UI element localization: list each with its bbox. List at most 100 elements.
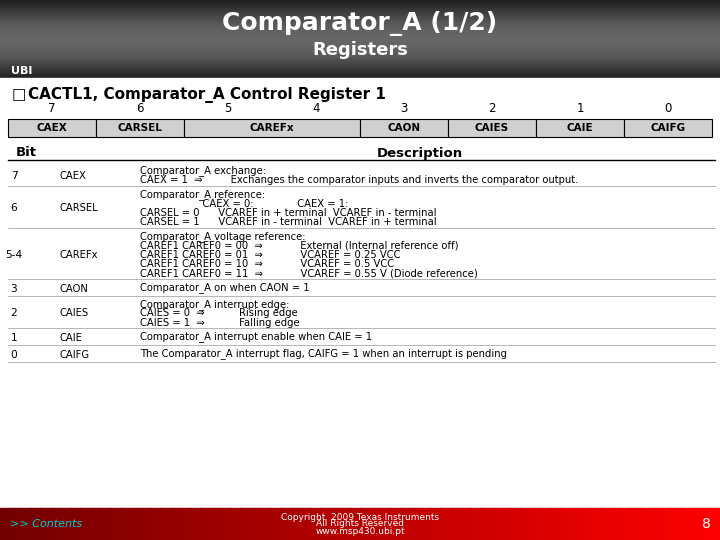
Bar: [0, 35, 720, 36]
Bar: [280, 508, 291, 540]
Bar: [0, 0, 720, 1]
Bar: [360, 119, 448, 137]
Bar: [490, 508, 501, 540]
Bar: [0, 59, 720, 60]
Bar: [448, 119, 536, 137]
Bar: [0, 43, 720, 44]
Text: CAIES = 0  ⇒           Rising edge: CAIES = 0 ⇒ Rising edge: [140, 308, 298, 319]
Bar: [0, 48, 720, 50]
Text: Comparator_A exchange:: Comparator_A exchange:: [140, 166, 266, 177]
Bar: [470, 508, 481, 540]
Bar: [40, 508, 51, 540]
Bar: [0, 6, 720, 8]
Bar: [0, 19, 720, 21]
Bar: [340, 508, 351, 540]
Text: CAIE: CAIE: [567, 123, 593, 133]
Text: All Rights Reserved: All Rights Reserved: [316, 519, 404, 529]
Bar: [0, 50, 720, 52]
Bar: [0, 8, 720, 10]
Bar: [0, 39, 720, 41]
Text: 1: 1: [576, 102, 584, 114]
Text: 0: 0: [665, 102, 672, 114]
Text: CAREF1 CAREF0 = 11  ⇒            VCAREF = 0.55 V (Diode reference): CAREF1 CAREF0 = 11 ⇒ VCAREF = 0.55 V (Di…: [140, 268, 478, 278]
Bar: [480, 508, 491, 540]
Bar: [430, 508, 441, 540]
Bar: [0, 78, 720, 508]
Bar: [0, 76, 720, 77]
Bar: [0, 72, 720, 73]
Bar: [0, 30, 720, 31]
Bar: [0, 8, 720, 9]
Bar: [550, 508, 561, 540]
Bar: [8, 119, 96, 137]
Bar: [0, 20, 720, 22]
Bar: [0, 67, 720, 68]
Bar: [700, 508, 711, 540]
Bar: [0, 3, 720, 5]
Bar: [390, 508, 401, 540]
Text: CARSEL = 0      VCAREF in + terminal  VCAREF in - terminal: CARSEL = 0 VCAREF in + terminal VCAREF i…: [140, 208, 436, 218]
Text: 4: 4: [312, 102, 320, 114]
Bar: [300, 508, 311, 540]
Bar: [0, 73, 720, 75]
Bar: [600, 508, 611, 540]
Bar: [0, 18, 720, 19]
Bar: [0, 37, 720, 38]
Bar: [0, 21, 720, 23]
Bar: [350, 508, 361, 540]
Text: 6: 6: [11, 203, 17, 213]
Bar: [0, 32, 720, 34]
Bar: [90, 508, 101, 540]
Bar: [460, 508, 471, 540]
Bar: [440, 508, 451, 540]
Text: 6: 6: [136, 102, 144, 114]
Text: CAON: CAON: [387, 123, 420, 133]
Bar: [184, 119, 360, 137]
Bar: [0, 71, 720, 72]
Bar: [380, 508, 391, 540]
Bar: [10, 508, 21, 540]
Bar: [0, 36, 720, 37]
Text: 2: 2: [11, 308, 17, 319]
Bar: [570, 508, 581, 540]
Bar: [96, 119, 184, 137]
Bar: [0, 70, 720, 71]
Text: CAREF1 CAREF0 = 01  ⇒            VCAREF = 0.25 VCC: CAREF1 CAREF0 = 01 ⇒ VCAREF = 0.25 VCC: [140, 249, 400, 260]
Bar: [0, 28, 720, 29]
Bar: [624, 119, 712, 137]
Text: UBI: UBI: [12, 66, 32, 76]
Text: CARSEL = 1      VCAREF in - terminal  VCAREF in + terminal: CARSEL = 1 VCAREF in - terminal VCAREF i…: [140, 217, 436, 227]
Bar: [540, 508, 551, 540]
Bar: [0, 63, 720, 64]
Bar: [670, 508, 681, 540]
Bar: [610, 508, 621, 540]
Bar: [0, 31, 720, 32]
Bar: [0, 2, 720, 3]
Text: CAREFx: CAREFx: [59, 249, 97, 260]
Bar: [200, 508, 211, 540]
Text: Comparator_A voltage reference:: Comparator_A voltage reference:: [140, 231, 305, 242]
Bar: [20, 508, 31, 540]
Bar: [320, 508, 331, 540]
Bar: [0, 60, 720, 62]
Bar: [0, 68, 720, 69]
Bar: [0, 43, 720, 45]
Bar: [0, 61, 720, 63]
Text: 7: 7: [48, 102, 55, 114]
Bar: [360, 508, 371, 540]
Bar: [330, 508, 341, 540]
Bar: [0, 1, 720, 2]
Bar: [100, 508, 111, 540]
Bar: [0, 508, 11, 540]
Bar: [0, 69, 720, 70]
Text: CARSEL: CARSEL: [117, 123, 163, 133]
Text: 7: 7: [11, 171, 17, 181]
Bar: [180, 508, 191, 540]
Text: 1: 1: [11, 333, 17, 343]
Bar: [0, 5, 720, 7]
Bar: [0, 49, 720, 51]
Bar: [680, 508, 691, 540]
Bar: [170, 508, 181, 540]
Bar: [520, 508, 531, 540]
Text: >> Contents: >> Contents: [10, 519, 82, 529]
